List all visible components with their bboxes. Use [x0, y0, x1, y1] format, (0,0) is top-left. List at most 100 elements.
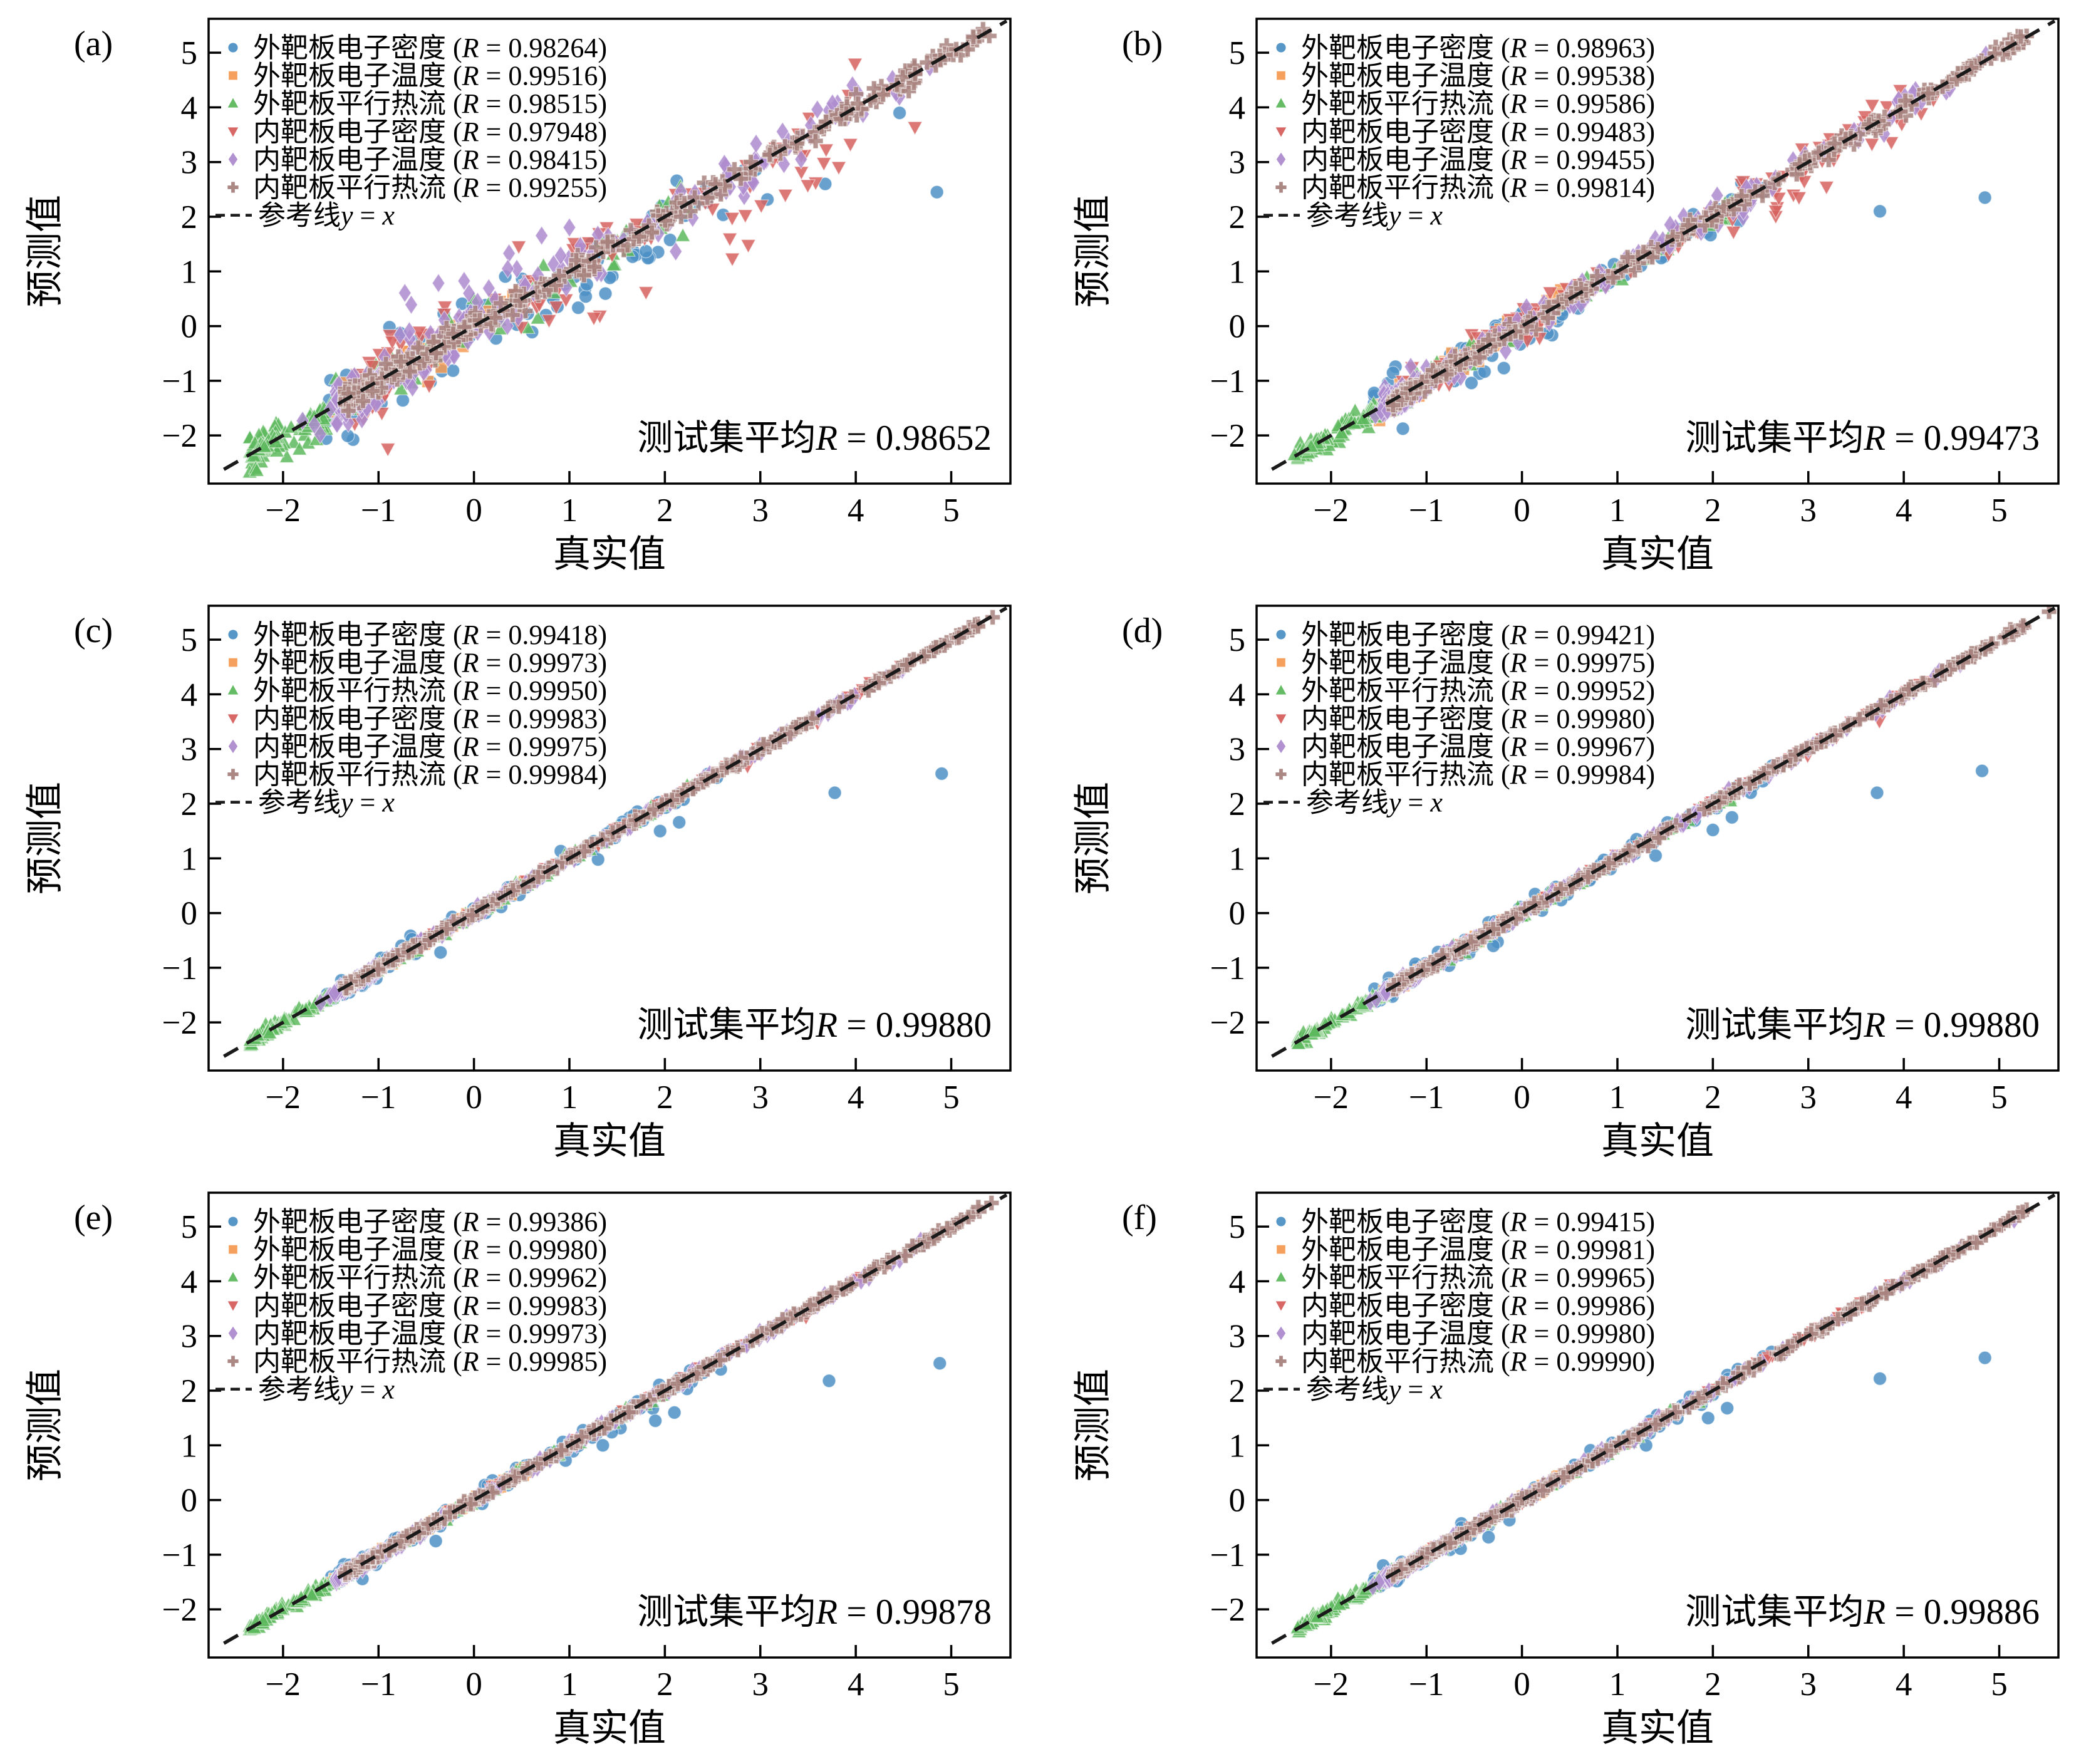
x-tick-label: 4 — [848, 1666, 864, 1703]
legend-item-reference-line: 参考线y = x — [258, 1374, 395, 1405]
legend-marker-in-q — [227, 769, 239, 780]
panel-letter: (b) — [1122, 24, 1163, 63]
axes-frame — [207, 18, 1012, 485]
axis-ticks: −2 −1 0 1 2 3 4 5 −2 −1 0 1 2 3 4 5 — [1210, 622, 2008, 1116]
y-tick-label: 2 — [181, 786, 198, 822]
y-axis-label: 预测值 — [1072, 1369, 1114, 1481]
reference-line — [1271, 19, 2056, 471]
legend-marker-in-te — [228, 1326, 238, 1341]
y-axis-label: 预测值 — [24, 782, 66, 895]
plot-area — [223, 1193, 1008, 1645]
x-tick-label: 0 — [465, 1079, 482, 1116]
y-tick-label: −1 — [162, 1537, 197, 1574]
y-axis-label: 预测值 — [24, 195, 66, 308]
legend-marker-out-q — [227, 685, 239, 695]
axis-ticks: −2 −1 0 1 2 3 4 5 −2 −1 0 1 2 3 4 5 — [1210, 35, 2008, 529]
legend: 外靶板电子密度 (R = 0.99418)外靶板电子温度 (R = 0.9997… — [215, 620, 607, 818]
legend-marker-in-ne — [1275, 127, 1287, 137]
legend-marker-in-q — [227, 182, 239, 193]
legend-item-out-te: 外靶板电子温度 (R = 0.99516) — [253, 61, 607, 91]
legend-item-out-te: 外靶板电子温度 (R = 0.99973) — [253, 648, 607, 678]
legend-item-out-te: 外靶板电子温度 (R = 0.99980) — [253, 1235, 607, 1265]
x-tick-label: 3 — [752, 1079, 769, 1116]
legend-item-out-ne: 外靶板电子密度 (R = 0.99421) — [1301, 620, 1655, 650]
x-tick-label: 5 — [1991, 1079, 2008, 1116]
y-tick-label: 5 — [181, 35, 198, 71]
y-tick-label: −1 — [1210, 363, 1245, 400]
x-tick-label: 4 — [848, 492, 864, 529]
panel-b: (b) −2 −1 0 1 2 3 4 5 −2 −1 0 1 2 3 4 5 真实值 预测值 外靶板电子密度 (R … — [1048, 0, 2096, 587]
series-points-out-ne — [319, 766, 949, 1009]
panel-letter: (c) — [74, 611, 113, 650]
y-tick-label: 2 — [1229, 199, 1246, 236]
legend-item-out-q: 外靶板平行热流 (R = 0.99965) — [1301, 1262, 1655, 1293]
x-tick-label: −2 — [266, 1079, 301, 1116]
y-tick-label: 0 — [181, 309, 198, 345]
legend-marker-in-te — [1276, 1326, 1286, 1341]
y-tick-label: 3 — [1229, 1319, 1246, 1355]
y-tick-label: 3 — [1229, 732, 1246, 768]
axes-frame — [1255, 604, 2060, 1072]
x-axis-label: 真实值 — [553, 1708, 666, 1749]
axes-frame — [1255, 18, 2060, 485]
legend-item-in-te: 内靶板电子温度 (R = 0.99967) — [1301, 731, 1655, 762]
legend-item-out-te: 外靶板电子温度 (R = 0.99981) — [1301, 1235, 1655, 1265]
legend-marker-out-ne — [228, 1217, 238, 1227]
legend: 外靶板电子密度 (R = 0.99386)外靶板电子温度 (R = 0.9998… — [215, 1206, 607, 1405]
legend-item-out-te: 外靶板电子温度 (R = 0.99975) — [1301, 648, 1655, 678]
axes-frame — [207, 1191, 1012, 1659]
legend-marker-in-ne — [1275, 714, 1287, 724]
legend-marker-in-ne — [227, 1301, 239, 1311]
x-tick-label: 0 — [465, 1666, 482, 1703]
avg-r-annotation: 测试集平均R = 0.99886 — [1685, 1592, 2040, 1632]
legend-item-in-q: 内靶板平行热流 (R = 0.99985) — [253, 1346, 607, 1377]
legend-item-out-q: 外靶板平行热流 (R = 0.99952) — [1301, 675, 1655, 706]
y-tick-label: 2 — [1229, 1373, 1246, 1409]
y-tick-label: 1 — [1229, 841, 1246, 877]
panel-c: (c) −2 −1 0 1 2 3 4 5 −2 −1 0 1 2 3 4 5 真实值 预测值 外靶板电子密度 (R … — [0, 587, 1048, 1174]
x-tick-label: 3 — [1800, 1666, 1817, 1703]
legend-marker-in-q — [1275, 769, 1287, 780]
panel-d: (d) −2 −1 0 1 2 3 4 5 −2 −1 0 1 2 3 4 5 真实值 预测值 外靶板电子密度 (R … — [1048, 587, 2096, 1174]
y-tick-label: −2 — [162, 1592, 197, 1628]
x-tick-label: 5 — [943, 1666, 960, 1703]
legend-item-in-ne: 内靶板电子密度 (R = 0.99983) — [253, 1290, 607, 1321]
y-tick-label: 0 — [1229, 309, 1246, 345]
panel-svg-e: (e) −2 −1 0 1 2 3 4 5 −2 −1 0 1 2 3 4 5 真实值 预测值 外靶板电子密度 (R … — [24, 1191, 1012, 1749]
y-tick-label: 0 — [1229, 1483, 1246, 1519]
legend-item-out-q: 外靶板平行热流 (R = 0.99962) — [253, 1262, 607, 1293]
legend-marker-out-q — [227, 98, 239, 108]
x-tick-label: 1 — [561, 1079, 578, 1116]
y-tick-label: 3 — [181, 732, 198, 768]
plot-area — [1271, 19, 2056, 471]
series-points-out-ne — [1367, 1344, 1992, 1594]
legend-item-out-q: 外靶板平行热流 (R = 0.98515) — [253, 88, 607, 119]
y-tick-label: 1 — [181, 254, 198, 290]
legend-item-out-te: 外靶板电子温度 (R = 0.99538) — [1301, 61, 1655, 91]
y-tick-label: −2 — [1210, 418, 1245, 454]
x-tick-label: −1 — [1409, 492, 1444, 529]
legend-marker-out-ne — [1276, 630, 1286, 640]
y-tick-label: 5 — [1229, 35, 1246, 71]
x-axis-label: 真实值 — [1601, 1121, 1714, 1162]
legend-item-in-te: 内靶板电子温度 (R = 0.99980) — [1301, 1318, 1655, 1349]
y-tick-label: −2 — [162, 418, 197, 454]
y-tick-label: −2 — [1210, 1005, 1245, 1041]
legend-item-reference-line: 参考线y = x — [258, 200, 395, 231]
legend-item-in-te: 内靶板电子温度 (R = 0.99973) — [253, 1318, 607, 1349]
reference-line — [223, 1193, 1008, 1645]
legend: 外靶板电子密度 (R = 0.99415)外靶板电子温度 (R = 0.9998… — [1263, 1206, 1655, 1405]
y-tick-label: 3 — [181, 1319, 198, 1355]
axis-ticks: −2 −1 0 1 2 3 4 5 −2 −1 0 1 2 3 4 5 — [162, 35, 960, 529]
avg-r-annotation: 测试集平均R = 0.99473 — [1685, 418, 2040, 458]
plot-area — [223, 19, 1008, 479]
axis-ticks: −2 −1 0 1 2 3 4 5 −2 −1 0 1 2 3 4 5 — [162, 1209, 960, 1703]
axes-frame — [207, 604, 1012, 1072]
y-tick-label: 4 — [1229, 90, 1246, 126]
y-tick-label: −1 — [162, 363, 197, 400]
y-tick-label: 2 — [181, 199, 198, 236]
y-tick-label: 4 — [1229, 1263, 1246, 1300]
x-tick-label: 0 — [465, 492, 482, 529]
legend-marker-in-te — [228, 739, 238, 754]
y-axis-label: 预测值 — [1072, 195, 1114, 308]
